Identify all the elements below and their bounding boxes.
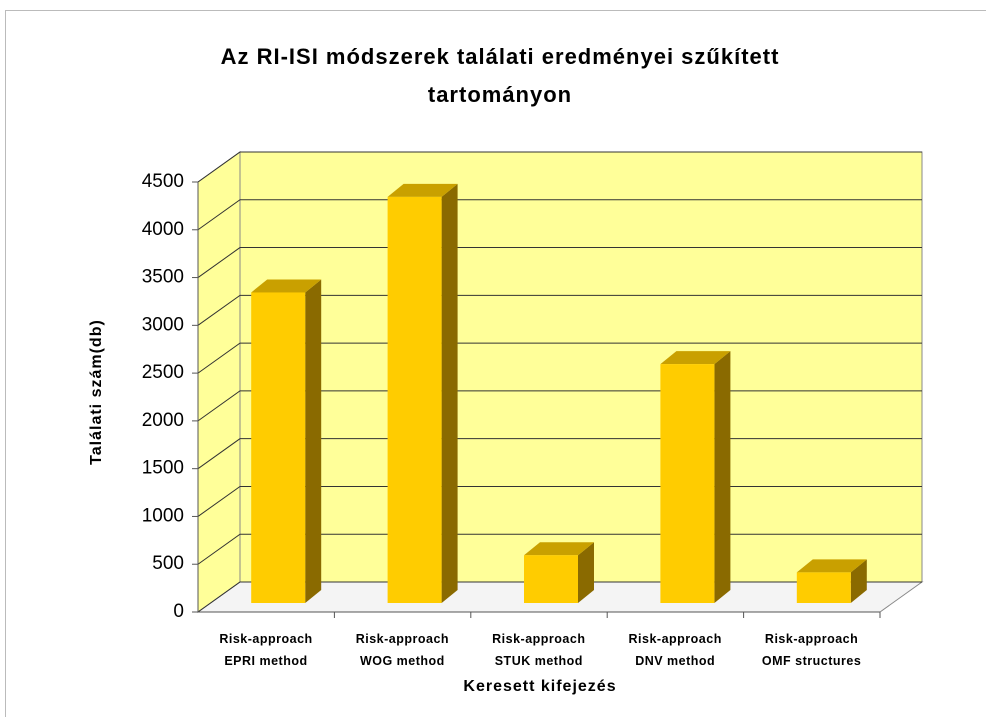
y-tick-label: 4000 (142, 219, 184, 240)
bar-side (714, 351, 731, 603)
chart-title: Az RI-ISI módszerek találati eredményei … (220, 44, 780, 107)
bar-side (305, 279, 322, 603)
y-tick-label: 1000 (142, 505, 184, 526)
x-tick-label: Risk-approach OMF structures (761, 632, 862, 668)
grid-line (197, 247, 922, 278)
y-tick-label: 2500 (142, 362, 184, 383)
bar (796, 572, 851, 603)
x-tick-label: Risk-approach STUK method (492, 632, 586, 668)
x-tick-label: Risk-approach EPRI method (219, 632, 313, 668)
grid-line (197, 151, 922, 183)
bar-side (441, 183, 458, 603)
y-tick-label: 1500 (142, 458, 184, 479)
x-axis-label: Keresett kifejezés (463, 678, 617, 695)
bar-top (796, 559, 867, 573)
side-wall (197, 151, 241, 613)
x-tick-label: Risk-approach WOG method (355, 632, 450, 668)
y-tick-label: 2000 (142, 410, 184, 431)
bar-top (387, 183, 458, 197)
y-axis-label: Találati szám(db) (88, 319, 105, 465)
grid-line (197, 342, 922, 374)
bar (660, 364, 715, 603)
bar-side (850, 559, 867, 603)
bar-top (251, 279, 322, 293)
y-tick-label: 4500 (142, 171, 184, 192)
bar-top (660, 351, 731, 365)
grid-line (197, 199, 922, 231)
bar (387, 196, 442, 603)
bar-side (578, 542, 594, 603)
y-tick-label: 500 (152, 553, 184, 574)
back-wall (239, 151, 923, 583)
y-tick-label: 0 (173, 601, 184, 622)
bar (251, 292, 306, 603)
y-tick-label: 3000 (142, 314, 184, 335)
frame (5, 10, 986, 717)
bar (524, 555, 578, 603)
y-tick-label: 3500 (142, 267, 184, 288)
bar-top (524, 542, 594, 556)
grid-line (197, 294, 922, 326)
x-tick-label: Risk-approach DNV method (628, 632, 722, 668)
